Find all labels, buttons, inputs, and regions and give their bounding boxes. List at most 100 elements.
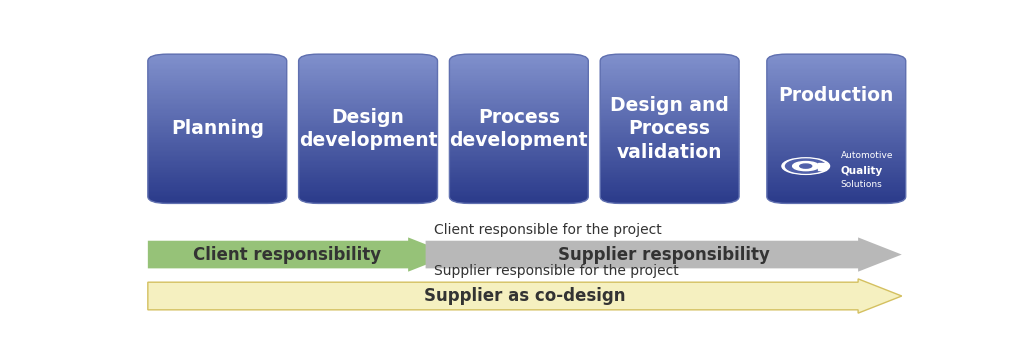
Bar xyxy=(600,118,739,121)
Bar xyxy=(147,69,287,71)
Bar xyxy=(147,111,287,114)
Bar xyxy=(600,86,739,89)
Bar xyxy=(767,161,906,164)
Bar xyxy=(600,201,739,204)
Bar xyxy=(147,86,287,89)
Bar xyxy=(299,168,437,171)
Bar xyxy=(299,131,437,134)
Bar xyxy=(767,94,906,97)
Bar xyxy=(450,193,588,196)
Bar xyxy=(147,196,287,199)
Bar xyxy=(767,79,906,81)
Bar xyxy=(600,89,739,92)
Bar xyxy=(299,99,437,101)
Text: Solutions: Solutions xyxy=(841,180,883,188)
Bar xyxy=(147,89,287,92)
Bar xyxy=(299,79,437,81)
Bar xyxy=(450,136,588,139)
Bar xyxy=(147,94,287,97)
FancyBboxPatch shape xyxy=(600,54,739,204)
Bar xyxy=(450,183,588,186)
Bar xyxy=(600,168,739,171)
Bar xyxy=(817,163,826,170)
Bar xyxy=(450,129,588,131)
Bar xyxy=(147,121,287,124)
Bar xyxy=(450,89,588,92)
Bar xyxy=(147,113,287,116)
Bar xyxy=(767,74,906,76)
Bar xyxy=(299,118,437,121)
Bar xyxy=(600,108,739,111)
Bar xyxy=(450,163,588,166)
Bar xyxy=(767,81,906,84)
Bar xyxy=(450,168,588,171)
Bar xyxy=(147,56,287,59)
Bar xyxy=(147,104,287,106)
Bar xyxy=(767,108,906,111)
Bar xyxy=(767,131,906,134)
Bar xyxy=(147,161,287,164)
Bar xyxy=(450,188,588,191)
Bar xyxy=(450,191,588,194)
Bar xyxy=(299,148,437,151)
Bar xyxy=(450,186,588,188)
Bar xyxy=(147,54,287,57)
Bar xyxy=(600,156,739,159)
Bar xyxy=(299,153,437,156)
Bar xyxy=(147,171,287,173)
Bar xyxy=(767,91,906,94)
Bar xyxy=(299,96,437,99)
Bar xyxy=(767,59,906,62)
Bar xyxy=(299,161,437,164)
Bar xyxy=(299,139,437,141)
Bar xyxy=(450,181,588,183)
Bar xyxy=(147,101,287,104)
Bar xyxy=(767,191,906,194)
Bar xyxy=(600,166,739,169)
Bar xyxy=(450,101,588,104)
Bar xyxy=(450,91,588,94)
Bar xyxy=(147,116,287,119)
Bar xyxy=(299,141,437,144)
Bar xyxy=(299,84,437,87)
Bar xyxy=(450,171,588,173)
Bar xyxy=(600,134,739,136)
Bar xyxy=(600,91,739,94)
Bar xyxy=(600,163,739,166)
Bar xyxy=(600,151,739,154)
Bar xyxy=(600,161,739,164)
Text: Client responsibility: Client responsibility xyxy=(193,246,381,264)
Bar xyxy=(299,201,437,204)
Bar xyxy=(299,196,437,199)
Bar xyxy=(450,139,588,141)
Bar xyxy=(147,126,287,129)
Bar xyxy=(767,196,906,199)
Bar xyxy=(450,116,588,119)
Text: Planning: Planning xyxy=(171,119,264,138)
Bar xyxy=(600,141,739,144)
Bar xyxy=(299,151,437,154)
Bar xyxy=(450,104,588,106)
Bar xyxy=(147,148,287,151)
Bar xyxy=(767,121,906,124)
Bar xyxy=(147,188,287,191)
Bar xyxy=(767,71,906,74)
Bar xyxy=(147,183,287,186)
Bar xyxy=(147,153,287,156)
Bar xyxy=(767,166,906,169)
Bar xyxy=(600,113,739,116)
Polygon shape xyxy=(147,237,452,272)
Bar xyxy=(600,129,739,131)
Bar xyxy=(299,198,437,201)
Bar xyxy=(767,76,906,79)
Bar xyxy=(450,59,588,62)
Bar xyxy=(600,79,739,81)
Bar xyxy=(299,188,437,191)
Bar xyxy=(767,106,906,109)
Bar xyxy=(600,136,739,139)
Bar xyxy=(600,193,739,196)
Bar xyxy=(767,66,906,69)
Text: Process
development: Process development xyxy=(450,108,588,150)
Bar xyxy=(600,146,739,149)
Bar xyxy=(767,111,906,114)
